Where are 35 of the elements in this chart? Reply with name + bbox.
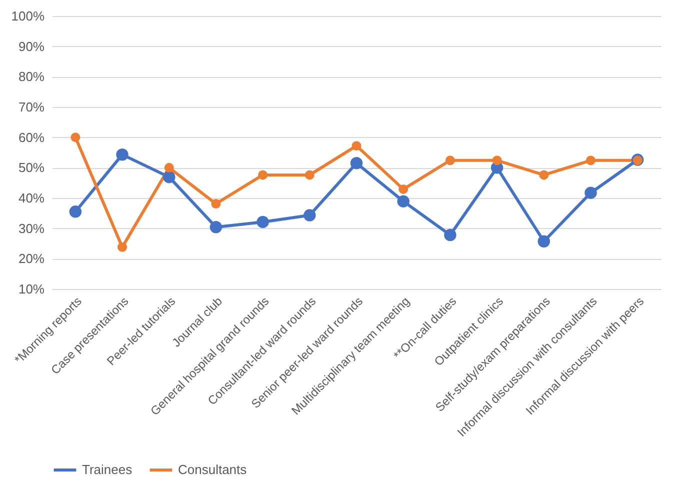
point: [210, 221, 222, 234]
point: [397, 195, 410, 208]
legend-label: Trainees: [82, 462, 133, 477]
point: [162, 170, 176, 184]
point: [352, 141, 362, 151]
y-tick-label: 40%: [18, 190, 45, 206]
y-tick-label: 10%: [18, 282, 45, 296]
point: [70, 132, 80, 142]
point: [445, 156, 455, 166]
point: [258, 170, 268, 180]
point: [118, 242, 128, 252]
y-tick-label: 20%: [18, 251, 45, 266]
point: [304, 170, 314, 180]
y-tick-label: 30%: [18, 220, 45, 236]
point: [350, 157, 363, 170]
point: [444, 228, 456, 242]
point: [492, 156, 502, 166]
point: [586, 156, 596, 166]
y-tick-label: 90%: [18, 38, 45, 54]
y-tick-label: 60%: [18, 130, 45, 145]
legend-label: Consultants: [178, 462, 248, 477]
point: [538, 235, 550, 248]
point: [256, 216, 269, 228]
point: [539, 170, 549, 180]
point: [304, 209, 316, 222]
y-tick-label: 100%: [11, 8, 45, 24]
point: [398, 184, 408, 194]
point: [584, 186, 597, 199]
point: [211, 199, 221, 208]
y-tick-label: 80%: [18, 69, 45, 84]
point: [164, 162, 174, 172]
point: [116, 148, 128, 161]
point: [69, 206, 82, 218]
y-tick-label: 70%: [18, 100, 45, 114]
y-tick-label: 50%: [18, 160, 45, 176]
